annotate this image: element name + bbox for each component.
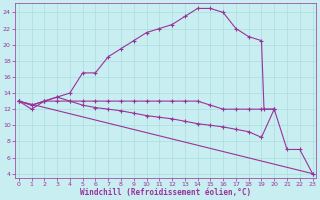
- X-axis label: Windchill (Refroidissement éolien,°C): Windchill (Refroidissement éolien,°C): [80, 188, 251, 197]
